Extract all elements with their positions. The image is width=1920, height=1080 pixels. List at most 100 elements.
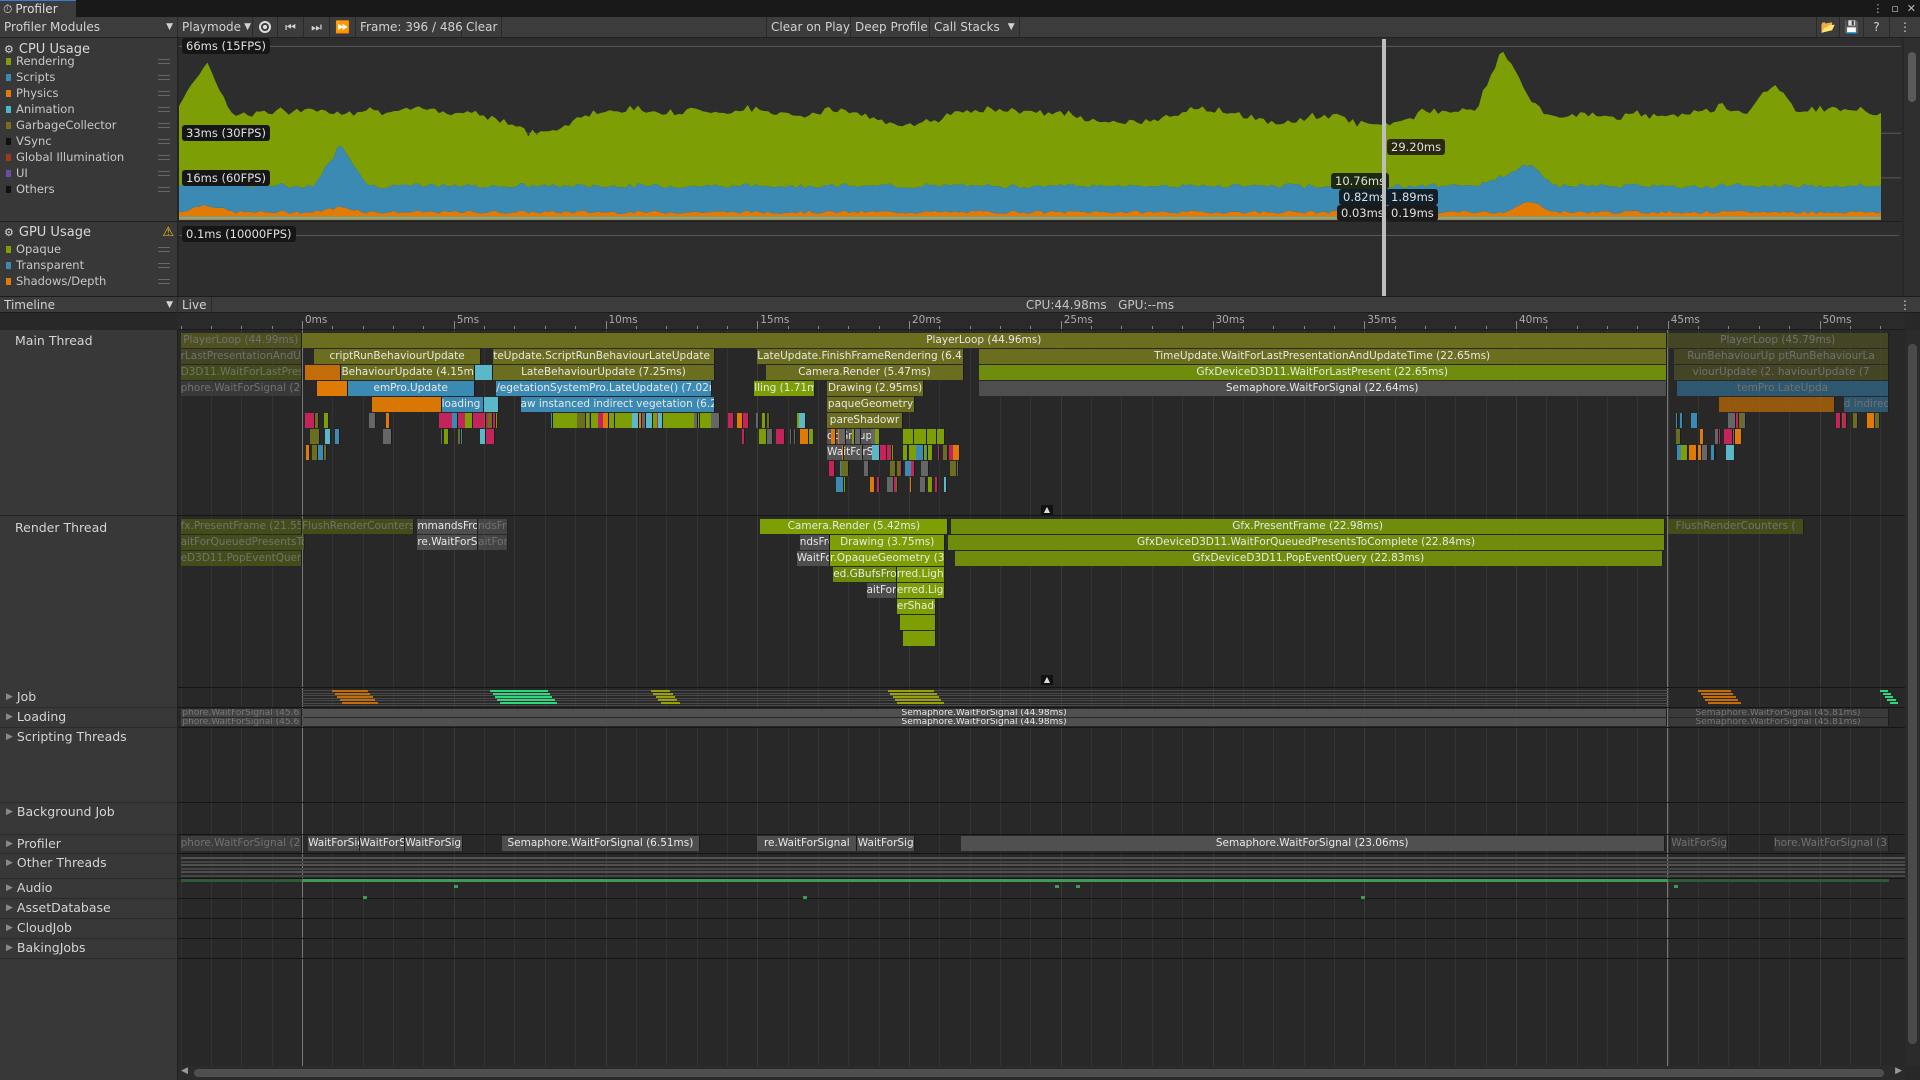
render-thread-sample[interactable]: Camera.Render (5.42ms) (760, 519, 949, 534)
main-thread-sample[interactable]: paqueGeometry (827, 397, 916, 412)
audio-thread-sample[interactable] (1673, 885, 1678, 888)
main-thread-sample[interactable] (864, 461, 869, 476)
expand-arrow-icon[interactable]: ▶ (6, 922, 13, 933)
render-thread-sample[interactable]: WaitForSi (796, 551, 831, 566)
main-thread-sample[interactable] (911, 429, 914, 444)
loading-thread-sample[interactable]: Semaphore.WaitForSignal (44.98ms) (302, 709, 1668, 717)
main-thread-sample[interactable]: Drawing (2.95ms) (827, 381, 925, 396)
timeline-options-button[interactable]: ⋮ (1890, 297, 1920, 313)
main-thread-sample[interactable] (576, 413, 586, 428)
clear-button[interactable]: Clear (462, 17, 502, 37)
profiler-thread-sample[interactable]: Semaphore.WaitForSignal (23.06ms) (960, 836, 1665, 851)
render-thread-sample[interactable]: aitForS (478, 535, 509, 550)
legend-item-opaque[interactable]: Opaque (6, 242, 174, 256)
maximize-icon[interactable]: ▫ (1891, 2, 1899, 15)
main-thread-sample[interactable] (1718, 429, 1721, 444)
save-button[interactable]: 💾 (1840, 17, 1864, 37)
main-thread-sample[interactable] (928, 477, 933, 492)
main-thread-sample[interactable]: /egetationSystemPro.LateUpdate() (7.02ms (496, 381, 712, 396)
main-thread-sample[interactable]: loading jo (441, 397, 485, 412)
render-thread-sample[interactable]: GfxDeviceD3D11.PopEventQuery (22.83ms) (954, 551, 1664, 566)
expand-arrow-icon[interactable]: ▶ (6, 731, 13, 742)
playmode-dropdown[interactable]: Playmode ▼ (178, 17, 253, 37)
main-thread-sample[interactable] (1679, 413, 1683, 428)
main-thread-sample[interactable] (1724, 429, 1734, 444)
selected-frame-marker[interactable] (1382, 39, 1386, 297)
main-thread-sample[interactable] (1726, 445, 1736, 460)
render-thread-sample[interactable]: fx.PresentFrame (21.55m (180, 519, 302, 534)
next-frame-button[interactable]: ⏭ (304, 17, 330, 37)
drag-handle-icon[interactable] (158, 154, 170, 160)
profiler-thread-sample[interactable]: re.WaitForSignal (757, 836, 858, 851)
main-thread-sample[interactable] (895, 477, 898, 492)
main-thread-sample[interactable] (745, 413, 749, 428)
main-thread-sample[interactable] (736, 413, 743, 428)
main-thread-sample[interactable] (841, 445, 845, 460)
main-thread-sample[interactable]: Camera.Render (5.47ms) (766, 365, 964, 380)
main-thread-sample[interactable]: pareShadowr (827, 413, 903, 428)
main-thread-sample[interactable] (920, 477, 927, 492)
render-thread-sample[interactable]: ndsFro (478, 519, 509, 534)
main-thread-sample[interactable] (843, 477, 846, 492)
main-thread-sample[interactable]: BehaviourUpdate (4.15ms) (341, 365, 475, 380)
main-thread-sample[interactable] (926, 445, 929, 460)
main-thread-sample[interactable] (325, 429, 331, 444)
collapse-render-thread-button[interactable]: ▲ (1041, 675, 1053, 685)
loading-thread-sample[interactable]: Semaphore.WaitForSignal (44.98ms) (302, 718, 1668, 726)
legend-item-physics[interactable]: Physics (6, 86, 174, 100)
main-thread-sample[interactable] (911, 461, 915, 476)
main-thread-sample[interactable] (920, 461, 929, 476)
job-sample[interactable] (499, 702, 558, 704)
current-frame-button[interactable]: ⏩ (330, 17, 356, 37)
render-thread-sample[interactable]: erred.Ligh (896, 583, 946, 598)
legend-item-vsync[interactable]: VSync (6, 134, 174, 148)
expand-arrow-icon[interactable]: ▶ (6, 857, 13, 868)
gpu-usage-chart[interactable]: 0.1ms (10000FPS) (179, 39, 1902, 297)
audio-thread-sample[interactable] (1054, 885, 1059, 888)
main-thread-sample[interactable] (312, 445, 319, 460)
main-thread-sample[interactable]: teUpdate.ScriptRunBehaviourLateUpdate (7… (493, 349, 715, 364)
main-thread-sample[interactable] (1842, 413, 1848, 428)
audio-thread-sample[interactable] (302, 879, 1668, 882)
audio-thread-sample[interactable] (1361, 896, 1366, 899)
scrollbar-thumb[interactable] (1908, 52, 1916, 102)
render-thread-sample[interactable]: FlushRenderCounters ( (1667, 519, 1805, 534)
render-thread-sample[interactable]: ed.GBufsFro (833, 567, 897, 582)
loading-thread-sample[interactable]: phore.WaitForSignal (45.6 (180, 718, 302, 726)
main-thread-sample[interactable] (324, 445, 327, 460)
thread-group-other[interactable]: ▶ Other Threads (6, 855, 107, 870)
main-thread-sample[interactable] (841, 461, 849, 476)
timeline-tracks[interactable]: PlayerLoop (44.99ms) PlayerLoop (44.96ms)… (178, 330, 1905, 1066)
main-thread-sample[interactable] (305, 445, 311, 460)
main-thread-sample[interactable] (1835, 413, 1841, 428)
audio-thread-sample[interactable] (453, 885, 458, 888)
job-sample[interactable] (495, 696, 553, 698)
job-sample[interactable] (334, 693, 371, 695)
main-thread-sample[interactable] (899, 461, 903, 476)
job-sample[interactable] (897, 702, 944, 704)
drag-handle-icon[interactable] (158, 246, 170, 252)
timeline-vertical-scrollbar[interactable] (1905, 330, 1920, 1066)
main-thread-sample[interactable] (915, 445, 924, 460)
expand-arrow-icon[interactable]: ▶ (6, 882, 13, 893)
thread-group-loading[interactable]: ▶ Loading (6, 709, 66, 724)
legend-item-others[interactable]: Others (6, 182, 174, 196)
main-thread-sample[interactable] (1698, 445, 1702, 460)
render-thread-sample[interactable]: aitForS (866, 583, 897, 598)
legend-item-garbagecollector[interactable]: GarbageCollector (6, 118, 174, 132)
drag-handle-icon[interactable] (158, 106, 170, 112)
render-thread-sample[interactable]: GfxDeviceD3D11.WaitForQueuedPresentsToCo… (948, 535, 1665, 550)
job-sample[interactable] (655, 696, 675, 698)
main-thread-sample[interactable] (305, 365, 342, 380)
main-thread-sample[interactable]: D3D11.WaitForLastPresent (180, 365, 302, 380)
main-thread-sample[interactable] (638, 413, 642, 428)
audio-thread-sample[interactable] (180, 879, 302, 882)
job-sample[interactable] (1882, 693, 1891, 695)
drag-handle-icon[interactable] (158, 170, 170, 176)
main-thread-sample[interactable] (1675, 429, 1681, 444)
legend-item-scripts[interactable]: Scripts (6, 70, 174, 84)
gpu-usage-module[interactable]: ⚙ GPU Usage ⚠ (4, 225, 174, 240)
main-thread-sample[interactable] (441, 429, 444, 444)
expand-arrow-icon[interactable]: ▶ (6, 902, 13, 913)
